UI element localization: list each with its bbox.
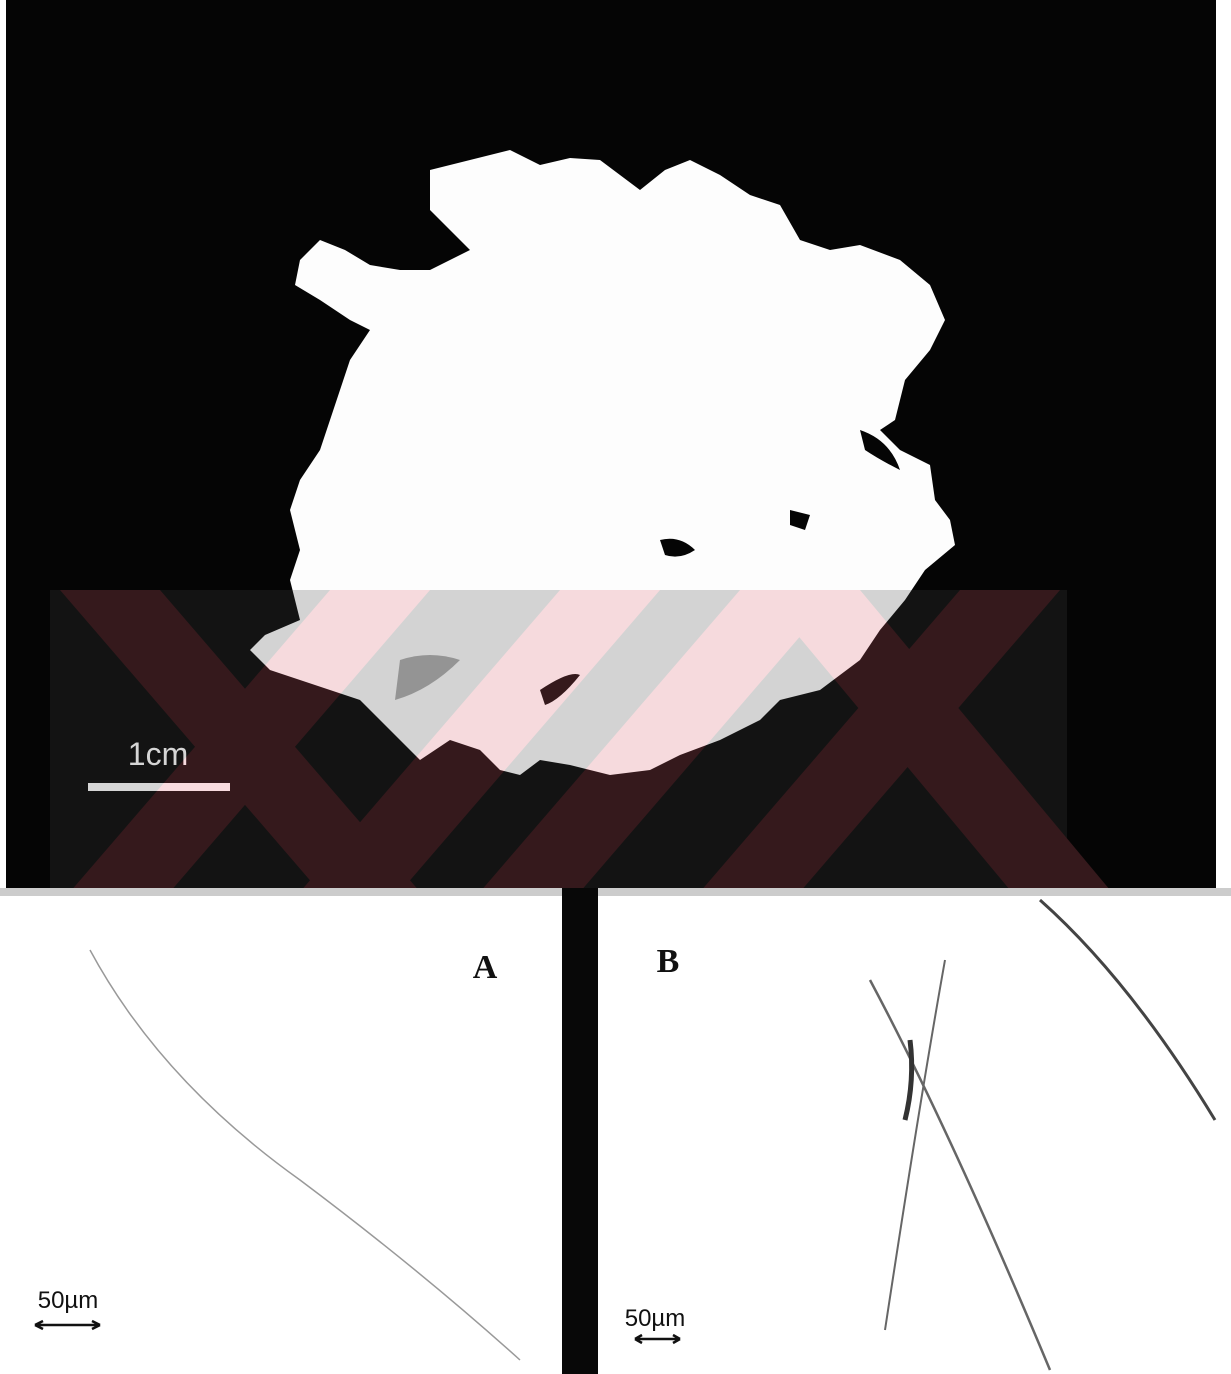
scale-bar-label: 50µm <box>38 1287 99 1314</box>
scale-bar-label: 50µm <box>625 1305 686 1332</box>
separator <box>0 888 1231 896</box>
divider <box>562 888 598 1374</box>
panel-label: B <box>657 943 680 980</box>
panel-label: A <box>473 949 498 986</box>
figure: 1cm A 50µm B 50µm <box>0 0 1231 1374</box>
panel-b <box>598 896 1216 1374</box>
